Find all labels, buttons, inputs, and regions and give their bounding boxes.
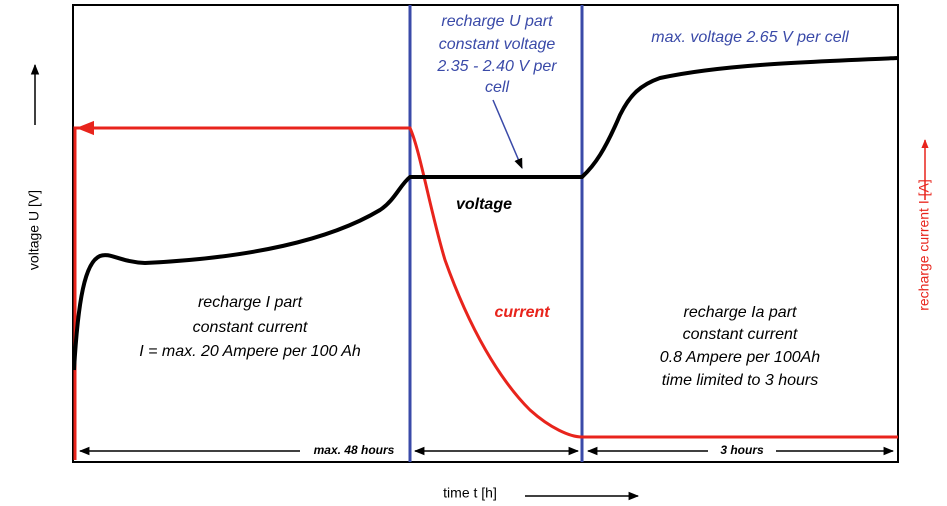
y-axis-label: voltage U [V] xyxy=(26,190,42,270)
i-part-line: constant current xyxy=(193,319,308,336)
voltage-curve xyxy=(72,56,899,371)
u-part-line: constant voltage xyxy=(439,36,556,53)
frame xyxy=(72,4,899,463)
pointer xyxy=(492,99,523,169)
ia-part-line: constant current xyxy=(683,326,798,343)
ia-part-line: time limited to 3 hours xyxy=(662,372,819,389)
current-curve xyxy=(73,126,898,460)
y2-axis-label: recharge current I [A] xyxy=(916,179,932,311)
i-part-line: I = max. 20 Ampere per 100 Ah xyxy=(139,343,361,360)
ia-part-line: recharge Ia part xyxy=(684,304,798,321)
ia-part-line: 0.8 Ampere per 100Ah xyxy=(660,349,821,366)
duration-label: max. 48 hours xyxy=(314,443,395,457)
duration-label: 3 hours xyxy=(720,443,764,457)
u-part-line: cell xyxy=(485,79,509,96)
max-voltage: max. voltage 2.65 V per cell xyxy=(651,29,849,46)
i-part-line: recharge I part xyxy=(198,294,303,311)
label-bg xyxy=(300,443,408,459)
u-part-line: 2.35 - 2.40 V per xyxy=(436,58,557,75)
u-part-line: recharge U part xyxy=(441,13,553,30)
voltage-label: voltage xyxy=(456,196,512,213)
current-label: current xyxy=(494,304,550,321)
label-bg xyxy=(708,443,776,459)
x-axis-label: time t [h] xyxy=(443,485,497,501)
